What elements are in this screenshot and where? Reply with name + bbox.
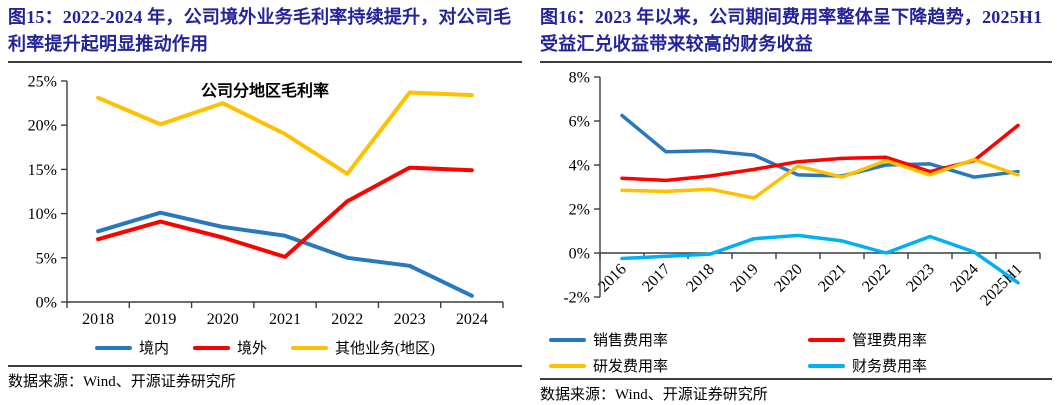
legend-label: 管理费用率 xyxy=(852,333,928,349)
chart-inner-title: 公司分地区毛利率 xyxy=(201,81,329,100)
legend-item-3: 财务费用率 xyxy=(808,355,1043,376)
legend-item-1: 境外 xyxy=(193,337,267,358)
y-axis-tick-label: 2% xyxy=(569,202,590,219)
x-axis-tick-label: 2025H1 xyxy=(977,261,1025,309)
data-source-text: 数据来源：Wind、开源证券研究所 xyxy=(540,387,768,403)
legend-label: 财务费用率 xyxy=(852,359,928,375)
legend-label: 其他业务(地区) xyxy=(335,341,436,357)
x-axis-tick-label: 2023 xyxy=(394,311,426,327)
legend-label: 境内 xyxy=(138,341,169,357)
legend-item-0: 销售费用率 xyxy=(549,329,784,350)
y-axis-tick-label: 15% xyxy=(28,162,57,179)
y-axis-tick-label: -2% xyxy=(563,290,590,307)
legend-swatch-icon xyxy=(94,345,132,350)
y-axis-tick-label: 20% xyxy=(28,118,57,135)
expense-ratio-chart-area: -2% 0% 2% 4% 6% 8% 2016 2017 2018 2019 2020 2021 202… xyxy=(540,65,1052,376)
series-line-0 xyxy=(620,113,1020,179)
x-axis-tick-label: 2022 xyxy=(331,311,363,327)
legend-item-1: 管理费用率 xyxy=(808,329,1043,350)
data-source-text: 数据来源：Wind、开源证券研究所 xyxy=(8,374,236,390)
y-axis-tick-label: 0% xyxy=(569,246,590,263)
x-axis-tick-label: 2023 xyxy=(903,261,938,296)
x-axis-tick-label: 2019 xyxy=(144,311,176,327)
x-axis-tick-label: 2018 xyxy=(683,261,718,296)
legend-item-2: 其他业务(地区) xyxy=(291,337,435,358)
legend-swatch-icon xyxy=(549,363,586,368)
title-divider xyxy=(540,61,1052,63)
series-line-1 xyxy=(96,165,474,259)
series-line-2 xyxy=(96,90,474,176)
expense-ratio-line-chart: -2%0%2%4%6%8%2016 2017 2018 2019 2020 2021 202… xyxy=(563,70,1041,309)
legend-label: 销售费用率 xyxy=(593,333,669,349)
legend-swatch-icon xyxy=(193,345,230,350)
x-axis-tick-label: 2019 xyxy=(727,261,762,296)
legend-swatch-icon xyxy=(291,345,329,350)
gross-margin-chart-area: 0% 5% 10% 15% 20% 25% 2018 2019 2020 2021 2022 2023… xyxy=(8,65,522,358)
legend-swatch-icon xyxy=(549,337,586,342)
source-divider xyxy=(540,378,1052,380)
y-axis-tick-label: 25% xyxy=(28,74,57,91)
y-axis-tick-label: 4% xyxy=(569,158,590,175)
legend-swatch-icon xyxy=(808,337,845,342)
legend-swatch-icon xyxy=(808,363,845,368)
x-axis-tick-label: 2021 xyxy=(269,311,301,327)
y-axis-tick-label: 8% xyxy=(569,70,590,87)
x-axis-tick-label: 2024 xyxy=(947,261,982,296)
legend-item-2: 研发费用率 xyxy=(549,355,784,376)
y-axis-tick-label: 10% xyxy=(28,206,57,223)
x-axis-tick-label: 2020 xyxy=(771,261,806,296)
legend-label: 境外 xyxy=(237,341,268,357)
figure-title: 图16：2023 年以来，公司期间费用率整体呈下降趋势，2025H1 受益汇兑收… xyxy=(540,7,1043,54)
source-divider xyxy=(8,365,522,367)
figure-16-expense-ratios: 图16：2023 年以来，公司期间费用率整体呈下降趋势，2025H1 受益汇兑收… xyxy=(540,2,1052,405)
x-axis-tick-label: 2021 xyxy=(815,261,850,296)
x-axis-tick-label: 2017 xyxy=(639,261,674,296)
y-axis-tick-label: 0% xyxy=(36,295,57,312)
legend-label: 研发费用率 xyxy=(593,359,669,375)
x-axis-tick-label: 2022 xyxy=(859,261,894,296)
chart-legend: 销售费用率 管理费用率研发费用率 财务费用率 xyxy=(540,329,1052,376)
series-line-2 xyxy=(620,157,1020,200)
x-axis-tick-label: 2018 xyxy=(82,311,114,327)
chart-legend: 境内 境外 其他业务(地区) xyxy=(8,337,522,358)
legend-item-0: 境内 xyxy=(94,337,169,358)
figure-title: 图15：2022-2024 年，公司境外业务毛利率持续提升，对公司毛利率提升起明… xyxy=(8,7,512,54)
series-line-3 xyxy=(620,233,1020,285)
figure-15-gross-margin-by-region: 图15：2022-2024 年，公司境外业务毛利率持续提升，对公司毛利率提升起明… xyxy=(8,2,522,393)
x-axis-tick-label: 2020 xyxy=(207,311,239,327)
gross-margin-line-chart: 0% 5% 10% 15% 20% 25% 2018 2019 2020 2021 2022 2023… xyxy=(28,74,504,327)
title-divider xyxy=(8,61,522,63)
x-axis-tick-label: 2024 xyxy=(456,311,488,327)
y-axis-tick-label: 6% xyxy=(569,114,590,131)
series-line-0 xyxy=(96,210,474,298)
y-axis-tick-label: 5% xyxy=(36,250,57,267)
